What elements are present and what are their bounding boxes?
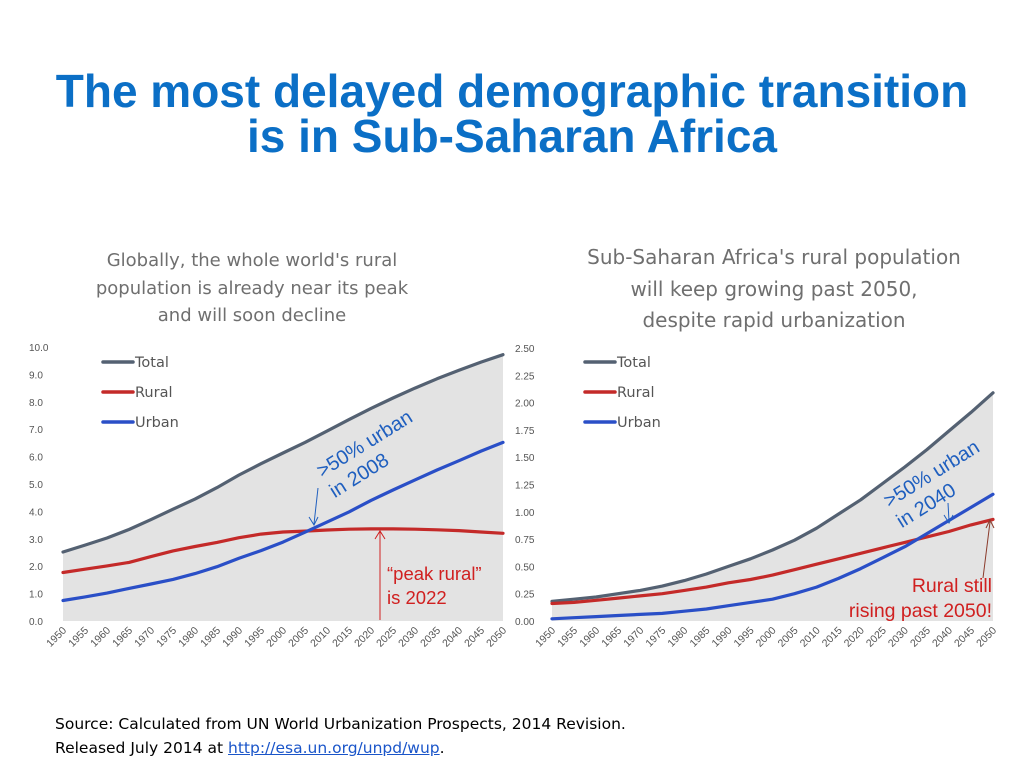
right-chart-y-tick-label: 0.25 bbox=[515, 590, 535, 601]
right-chart-y-tick-label: 1.25 bbox=[515, 481, 535, 492]
right-chart-line-total bbox=[550, 391, 995, 603]
left-chart-y-tick-label: 7.0 bbox=[29, 425, 43, 436]
right-subtitle-line: despite rapid urbanization bbox=[642, 308, 906, 332]
right-chart-y-tick-label: 2.25 bbox=[515, 371, 535, 382]
left-chart-y-tick-label: 10.0 bbox=[29, 343, 49, 354]
right-subtitle-line: will keep growing past 2050, bbox=[630, 276, 918, 301]
right-subtitle-line: Sub-Saharan Africa's rural population bbox=[587, 245, 961, 269]
right-chart-x-tick-label: 2005 bbox=[776, 625, 801, 650]
left-chart-line-rural bbox=[61, 527, 505, 575]
right-chart-x-tick-label: 2035 bbox=[908, 625, 933, 650]
right-chart-y-tick-label: 0.50 bbox=[515, 562, 535, 573]
right-chart-y-tick-label: 0.00 bbox=[515, 617, 535, 628]
left-chart-subtitle: Globally, the whole world's rural popula… bbox=[62, 247, 442, 330]
source-line-2: Released July 2014 at http://esa.un.org/… bbox=[55, 736, 626, 760]
left-urban-arrowhead bbox=[308, 516, 319, 527]
left-chart-y-tick-label: 8.0 bbox=[29, 398, 43, 409]
left-chart-y-tick-label: 5.0 bbox=[29, 480, 43, 491]
right-urban-arrowhead bbox=[943, 514, 954, 525]
right-chart-x-tick-label: 2010 bbox=[798, 625, 823, 650]
left-subtitle-line: Globally, the whole world's rural bbox=[106, 250, 398, 271]
right-chart-subtitle: Sub-Saharan Africa's rural population wi… bbox=[548, 242, 1000, 337]
left-chart-line-total bbox=[61, 353, 505, 554]
left-chart-y-tick-label: 0.0 bbox=[29, 617, 43, 628]
left-chart-legend-label-total: Total bbox=[134, 355, 169, 371]
left-urban-arrow bbox=[313, 487, 319, 525]
right-chart-x-tick-label: 1950 bbox=[533, 625, 558, 650]
left-chart-legend-label-rural: Rural bbox=[135, 385, 173, 401]
source-line-2-suffix: . bbox=[439, 739, 445, 757]
left-subtitle-line: and will soon decline bbox=[157, 305, 347, 326]
right-chart-x-tick-label: 2045 bbox=[952, 625, 977, 650]
left-peak-annotation: “peak rural” is 2022 bbox=[387, 563, 482, 608]
right-chart-x-tick-label: 1955 bbox=[555, 625, 580, 650]
right-chart-y-tick-label: 1.75 bbox=[515, 426, 535, 437]
left-peak-arrowhead bbox=[374, 530, 386, 540]
right-chart-legend-label-urban: Urban bbox=[617, 415, 661, 431]
source-line-1: Source: Calculated from UN World Urbaniz… bbox=[55, 715, 626, 733]
right-rural-arrow bbox=[982, 521, 991, 579]
right-chart-x-tick-label: 2040 bbox=[930, 625, 955, 650]
page-title-line-1: The most delayed demographic transition bbox=[55, 65, 969, 117]
right-chart-y-tick-label: 0.75 bbox=[515, 535, 535, 546]
right-chart-x-tick-label: 2000 bbox=[754, 625, 779, 650]
right-rural-arrowhead bbox=[985, 518, 995, 529]
right-chart-y-tick-label: 2.00 bbox=[515, 399, 535, 410]
right-chart-x-tick-label: 1995 bbox=[732, 625, 757, 650]
left-chart-total-area bbox=[63, 354, 503, 621]
right-chart-x-tick-label: 2050 bbox=[974, 625, 999, 650]
page-title-line-2: is in Sub-Saharan Africa bbox=[247, 110, 777, 162]
source-link[interactable]: http://esa.un.org/unpd/wup bbox=[228, 739, 440, 757]
right-chart-x-tick-label: 1985 bbox=[687, 625, 712, 650]
right-urban-arrow bbox=[947, 502, 950, 522]
right-chart-x-tick-label: 1965 bbox=[599, 625, 624, 650]
left-chart-line-urban bbox=[61, 440, 505, 603]
right-chart-legend-label-total: Total bbox=[616, 355, 651, 371]
left-chart-y-tick-label: 6.0 bbox=[29, 453, 43, 464]
right-chart-x-tick-label: 2015 bbox=[820, 625, 845, 650]
right-chart-y-tick-label: 1.00 bbox=[515, 508, 535, 519]
right-chart-x-tick-label: 2025 bbox=[864, 625, 889, 650]
right-chart-x-tick-label: 1980 bbox=[665, 625, 690, 650]
right-chart-x-tick-label: 1975 bbox=[643, 625, 668, 650]
left-chart-y-tick-label: 1.0 bbox=[29, 590, 43, 601]
right-rural-annotation: Rural still rising past 2050! bbox=[849, 575, 992, 622]
left-chart-y-tick-label: 9.0 bbox=[29, 370, 43, 381]
right-chart-x-tick-label: 1990 bbox=[710, 625, 735, 650]
right-chart-x-tick-label: 1960 bbox=[577, 625, 602, 650]
right-chart-x-tick-label: 1970 bbox=[621, 625, 646, 650]
left-subtitle-line: population is already near its peak bbox=[95, 277, 409, 299]
right-chart-line-urban bbox=[550, 492, 995, 621]
left-chart-y-tick-label: 4.0 bbox=[29, 507, 43, 518]
right-chart-y-tick-label: 1.50 bbox=[515, 453, 535, 464]
right-chart-legend-label-rural: Rural bbox=[617, 385, 655, 401]
source-note: Source: Calculated from UN World Urbaniz… bbox=[55, 712, 626, 760]
left-chart-y-tick-label: 3.0 bbox=[29, 535, 43, 546]
left-chart-y-tick-label: 2.0 bbox=[29, 562, 43, 573]
left-chart-legend-label-urban: Urban bbox=[135, 415, 179, 431]
right-chart-total-area bbox=[552, 392, 993, 621]
source-line-2-prefix: Released July 2014 at bbox=[55, 739, 229, 757]
right-chart-x-tick-label: 2020 bbox=[842, 625, 867, 650]
right-chart-y-tick-label: 2.50 bbox=[515, 344, 535, 355]
right-chart-x-tick-label: 2030 bbox=[886, 625, 911, 650]
